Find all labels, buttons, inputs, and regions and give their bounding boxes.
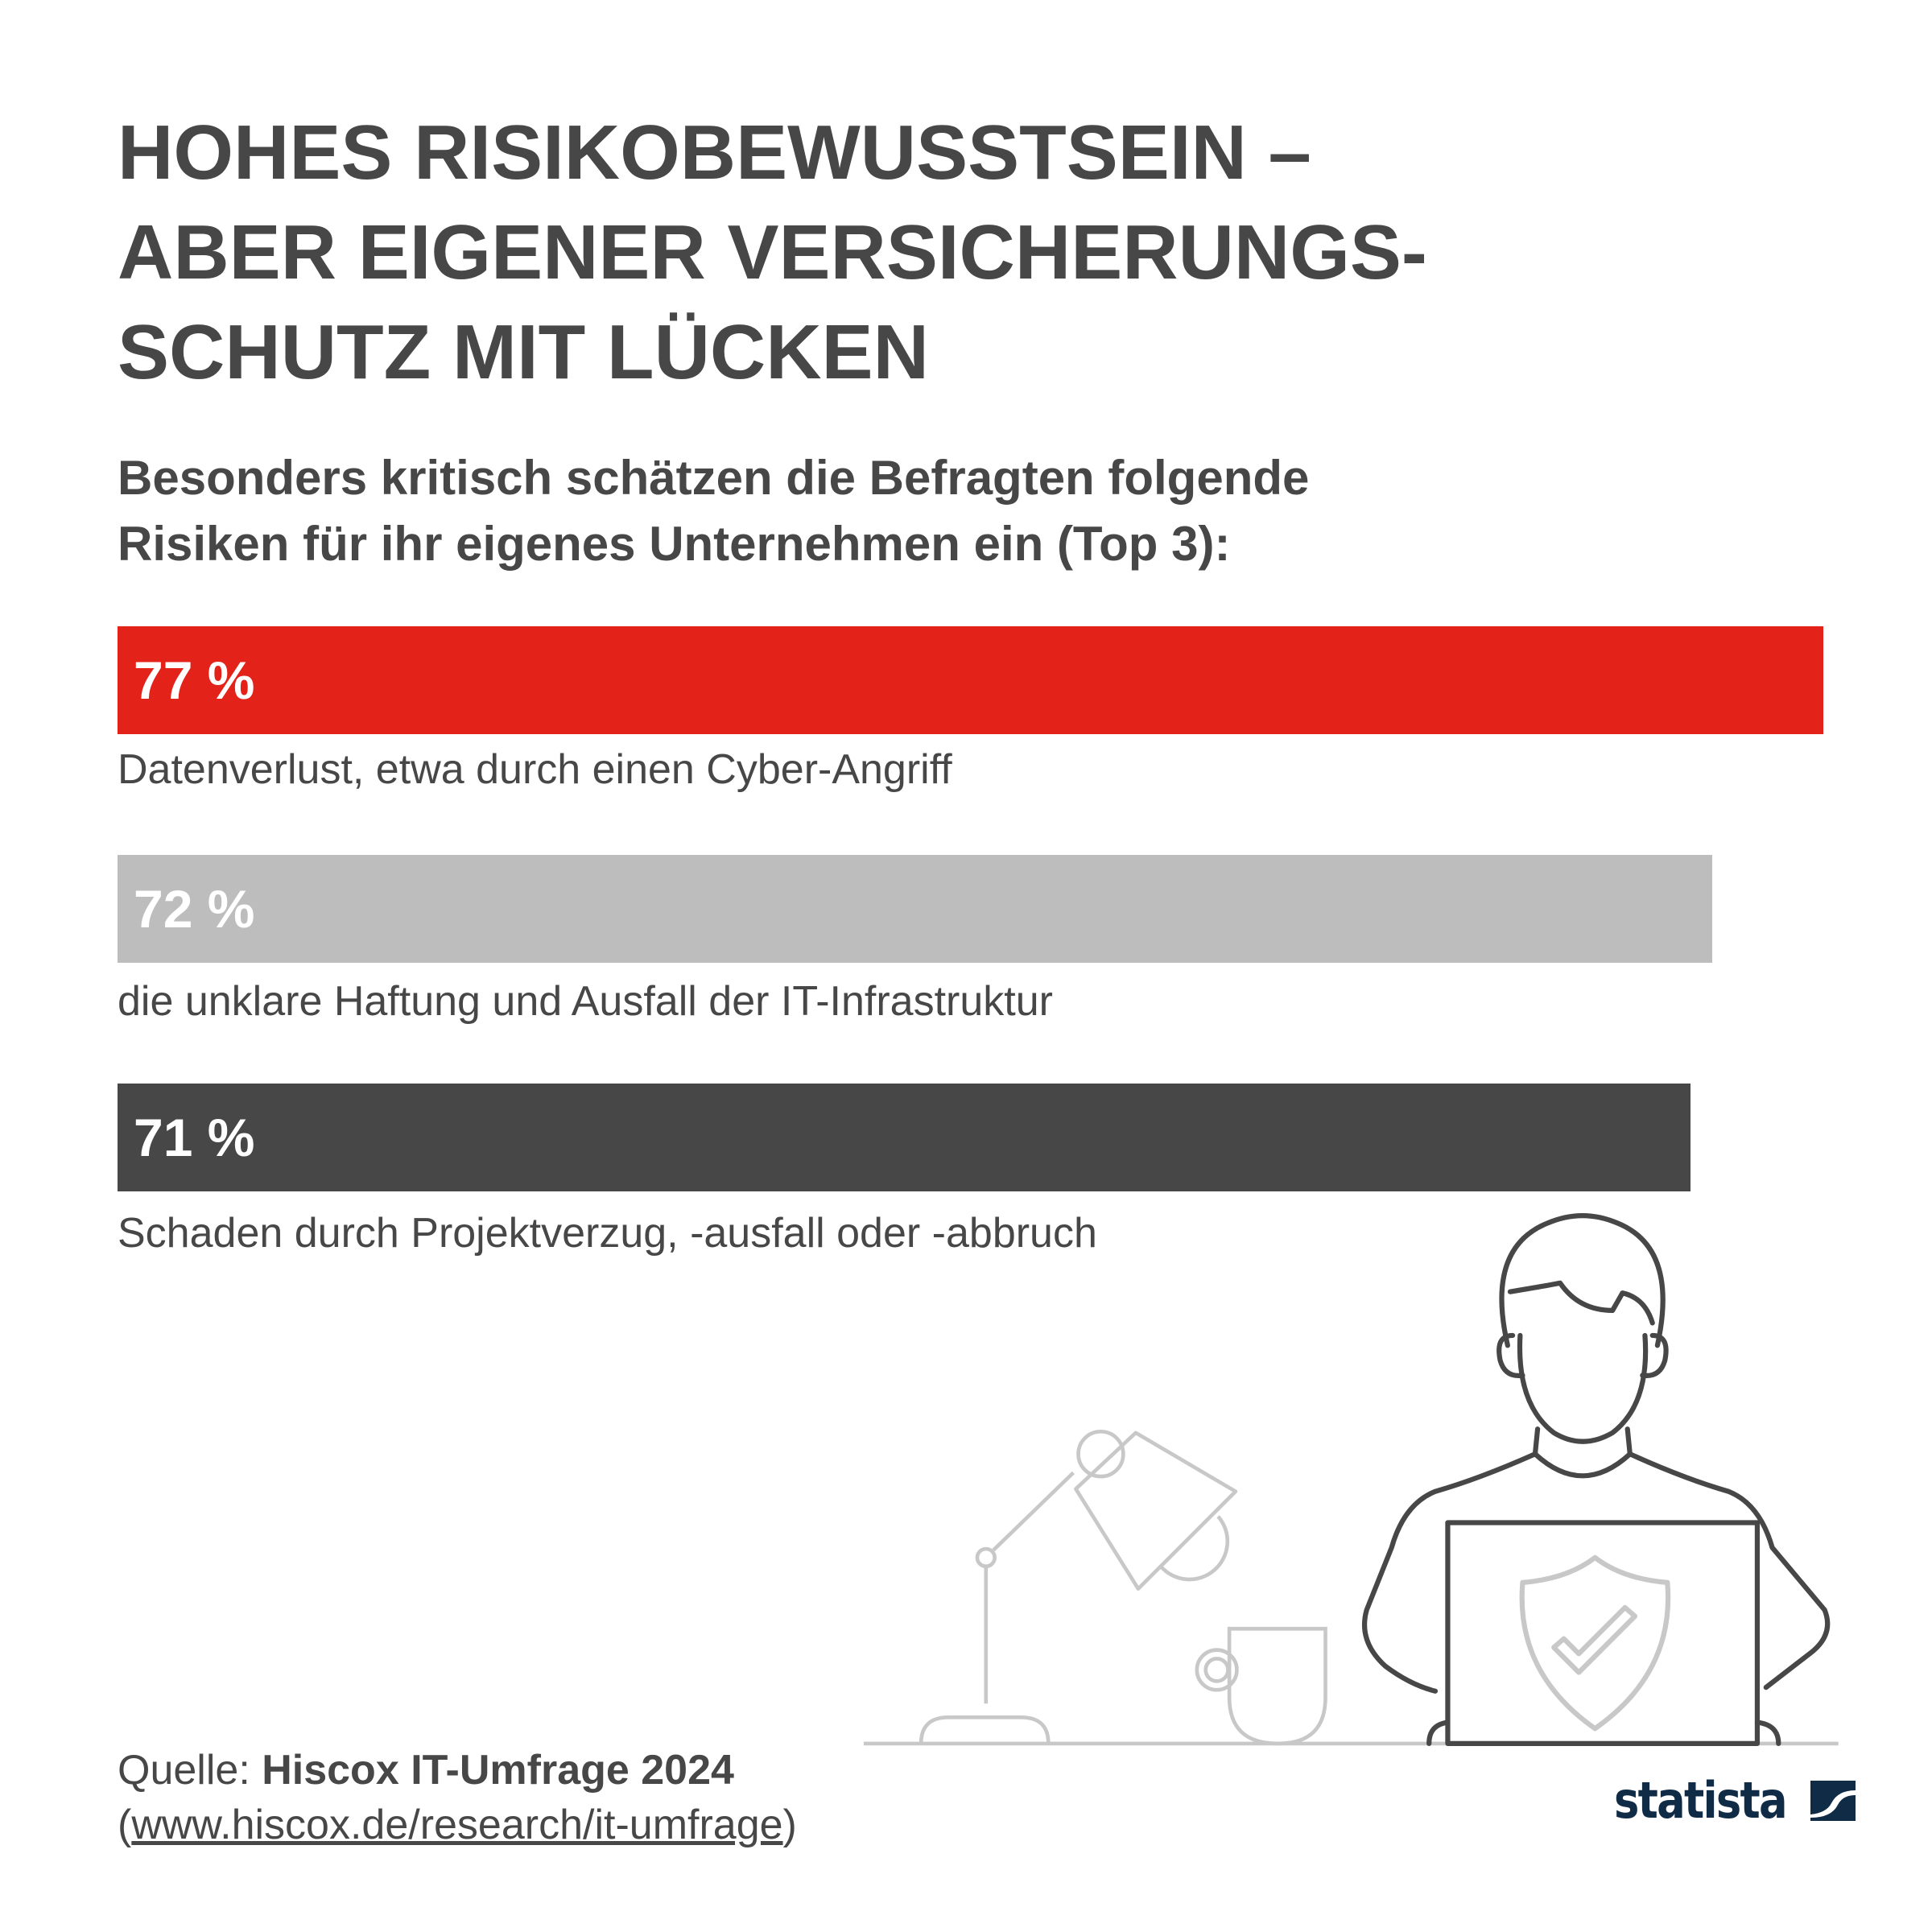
bar-value-label: 71 % — [134, 1108, 255, 1167]
statista-logo-icon — [1810, 1780, 1856, 1821]
subtitle: Besonders kritisch schätzen die Befragte… — [118, 445, 1309, 577]
shield-check-icon — [1519, 1554, 1671, 1732]
source-note: Quelle: Hiscox IT-Umfrage 2024 (www.hisc… — [118, 1743, 797, 1852]
bar-category-label: die unklare Haftung und Ausfall der IT-I… — [118, 978, 1053, 1025]
bar-value-label: 72 % — [134, 879, 255, 939]
title-line: HOHES RISIKOBEWUSSTSEIN – — [118, 109, 1311, 196]
bar-projektverzug: 71 % — [118, 1084, 1690, 1191]
statista-logo: statista — [1614, 1771, 1856, 1830]
paren: ( — [118, 1802, 132, 1848]
title-line: SCHUTZ MIT LÜCKEN — [118, 309, 929, 395]
subtitle-line: Risiken für ihr eigenes Unternehmen ein … — [118, 517, 1231, 571]
desk-lamp-icon — [919, 1429, 1238, 1744]
bar-value-label: 77 % — [134, 650, 255, 710]
bar-category-label: Schaden durch Projektverzug, -ausfall od… — [118, 1210, 1097, 1257]
subtitle-line: Besonders kritisch schätzen die Befragte… — [118, 451, 1310, 505]
bar-haftung: 72 % — [118, 855, 1713, 963]
logo-text: statista — [1614, 1771, 1788, 1830]
source-prefix: Quelle: — [118, 1747, 262, 1794]
person-at-laptop-icon — [1362, 1212, 1831, 1746]
bar-category-label: Datenverlust, etwa durch einen Cyber-Ang… — [118, 746, 952, 793]
source-name: Hiscox IT-Umfrage 2024 — [262, 1747, 734, 1794]
mug-icon — [1195, 1626, 1327, 1746]
page-title: HOHES RISIKOBEWUSSTSEIN – ABER EIGENER V… — [118, 103, 1427, 402]
title-line: ABER EIGENER VERSICHERUNGS- — [118, 209, 1427, 295]
paren: ) — [782, 1802, 797, 1848]
bar-datenverlust: 77 % — [118, 626, 1823, 734]
source-link[interactable]: www.hiscox.de/research/it-umfrage — [131, 1802, 783, 1848]
